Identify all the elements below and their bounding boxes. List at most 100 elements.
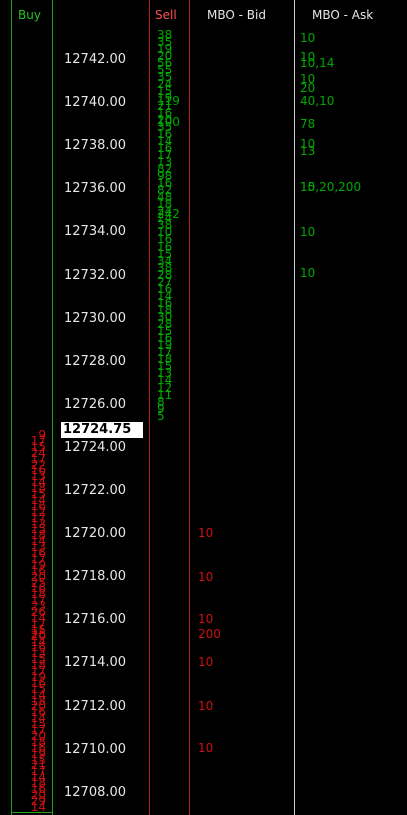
sell-volume-cell: 19 (157, 91, 173, 106)
sell-volume-cell: 15 (157, 84, 173, 99)
sell-header[interactable]: Sell (155, 8, 177, 22)
sell-volume-cell: 18 (157, 197, 173, 212)
buy-volume-cell: 14 (30, 492, 46, 507)
mbo-bid-header[interactable]: MBO - Bid (207, 8, 266, 22)
price-label: 12712.00 (64, 698, 127, 714)
mbo-ask-cell: 10 (300, 180, 316, 194)
buy-volume-cell: 17 (30, 764, 46, 779)
buy-volume-cell: 14 (30, 711, 46, 726)
sell-volume-cell: 21 (157, 98, 173, 113)
buy-volume-cell: 16 (30, 640, 46, 655)
mbo-ask-header[interactable]: MBO - Ask (312, 8, 374, 22)
sell-volume-cell: 9 (157, 401, 165, 416)
price-label: 12736.00 (64, 181, 127, 197)
sell-volume-cell: 10 (157, 225, 173, 240)
sell-volume-cell: 17 (157, 345, 173, 360)
buy-volume-cell: 16 (30, 498, 46, 513)
mbo-ask-cell: 10 (300, 72, 316, 86)
sell-volume-cell: 13 (157, 366, 173, 381)
buy-column-left-border (11, 0, 12, 815)
sell-volume-cell: 35 (157, 119, 173, 134)
buy-volume-cell: 14 (30, 610, 46, 625)
sell-volume-cell: 16 (157, 126, 173, 141)
buy-volume-cell: 13 (30, 469, 46, 484)
buy-volume-cell: 16 (30, 675, 46, 690)
mbo-ask-cell: 10 (300, 225, 316, 239)
sell-volume-cell: 38 (157, 260, 173, 275)
sell-volume-cell: 16 (157, 105, 173, 120)
buy-volume-cell: 29 (30, 793, 46, 808)
buy-volume-cell: 15 (30, 717, 46, 732)
buy-volume-cell: 18 (30, 528, 46, 543)
mbo-ask-cell: 10 (300, 31, 316, 45)
sell-volume-cell: 16 (157, 140, 173, 155)
buy-volume-cell: 20 (30, 628, 46, 643)
sell-volume-cell: 34 (157, 253, 173, 268)
buy-volume-cell: 17 (30, 723, 46, 737)
buy-volume-cell: 16 (30, 782, 46, 796)
buy-volume-cell: 18 (30, 587, 46, 602)
sell-volume-cell: 35 (157, 35, 173, 50)
buy-volume-cell: 18 (30, 693, 46, 708)
price-label: 12740.00 (64, 95, 127, 111)
mbo-ask-cell: 10,14 (300, 56, 335, 70)
sell-volume-cell: 16 (157, 232, 173, 247)
sell-column-left-border (149, 0, 150, 815)
buy-volume-cell: 9 (38, 428, 46, 442)
buy-volume-cell: 17 (30, 593, 46, 608)
buy-volume-cell: 17 (30, 551, 46, 566)
sell-volume-cell: 19 (157, 338, 173, 353)
buy-volume-cell: 20 (30, 787, 46, 802)
sell-volume-cell: 16 (157, 295, 173, 310)
mbo-ask-cell: 15,20,200 (300, 180, 362, 194)
buy-volume-cell: 18 (30, 481, 46, 496)
price-label: 12738.00 (64, 138, 127, 154)
buy-header[interactable]: Buy (18, 8, 41, 22)
buy-volume-cell: 15 (30, 439, 46, 454)
price-label: 12724.00 (64, 439, 127, 455)
last-price-marker: 12724.75 (61, 422, 143, 438)
sell-volume-cell: 13 (157, 154, 173, 169)
buy-volume-cell: 26 (30, 627, 46, 641)
sell-volume-cell: 16 (157, 176, 173, 191)
mbo-bid-cell: 10 (198, 612, 214, 626)
sell-volume-cell: 100 (157, 115, 180, 129)
buy-volume-cell: 15 (30, 522, 46, 537)
buy-volume-cell: 21 (30, 758, 46, 773)
sell-volume-cell: 8 (157, 394, 165, 409)
sell-volume-cell: 17 (157, 147, 173, 162)
buy-volume-cell: 18 (30, 776, 46, 791)
sell-volume-cell: 56 (157, 56, 173, 71)
price-label: 12718.00 (64, 569, 127, 585)
buy-volume-cell: 12 (30, 504, 46, 519)
sell-column-right-border (189, 0, 190, 815)
price-label: 12714.00 (64, 655, 127, 671)
price-label: 12732.00 (64, 267, 127, 283)
mbo-ask-cell: 78 (300, 117, 316, 131)
bottom-border (11, 812, 53, 813)
price-label: 12734.00 (64, 224, 127, 240)
buy-volume-cell: 26 (30, 605, 46, 619)
mbo-bid-cell: 10 (198, 655, 214, 669)
buy-volume-cell: 19 (30, 669, 46, 684)
mbo-bid-cell: 10 (198, 526, 214, 540)
mbo-ask-cell: 10 (300, 137, 316, 151)
sell-volume-cell: 119 (157, 94, 180, 108)
buy-volume-cell: 14 (30, 770, 46, 785)
buy-volume-cell: 16 (30, 563, 46, 578)
sell-volume-cell: 27 (157, 274, 173, 289)
buy-volume-cell: 14 (30, 687, 46, 702)
price-label: 12720.00 (64, 526, 127, 542)
sell-volume-cell: 15 (157, 246, 173, 261)
price-label: 12742.00 (64, 52, 127, 67)
buy-volume-cell: 15 (30, 622, 46, 637)
buy-volume-cell: 19 (30, 746, 46, 761)
sell-volume-cell: 35 (157, 70, 173, 85)
sell-volume-cell: 16 (157, 281, 173, 296)
buy-volume-cell: 17 (30, 451, 46, 466)
price-label: 12728.00 (64, 353, 127, 369)
price-label: 12708.00 (64, 784, 127, 800)
sell-volume-cell: 38 (157, 28, 173, 42)
buy-volume-cell: 20 (30, 699, 46, 714)
price-label: 12726.00 (64, 396, 127, 412)
